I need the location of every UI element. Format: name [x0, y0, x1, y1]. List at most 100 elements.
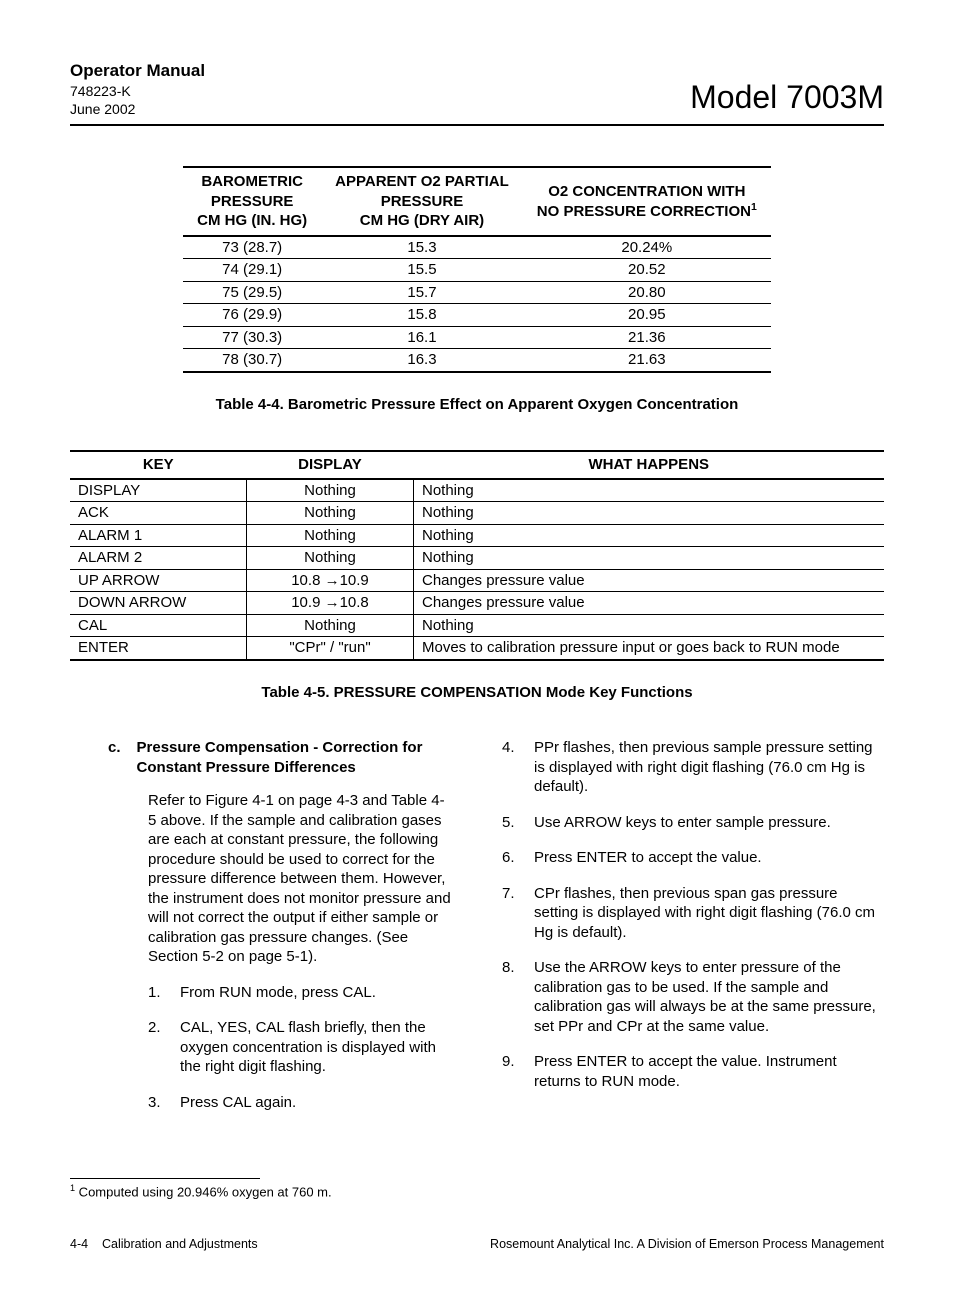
- page-footer: 4-4 Calibration and Adjustments Rosemoun…: [70, 1236, 884, 1252]
- list-item: 2.CAL, YES, CAL flash briefly, then the …: [148, 1018, 452, 1077]
- barometric-table: BAROMETRIC PRESSURE CM HG (IN. HG) APPAR…: [183, 166, 771, 373]
- table-cell: 73 (28.7): [183, 236, 321, 259]
- table-cell: ENTER: [70, 637, 247, 660]
- table2-caption: Table 4-5. PRESSURE COMPENSATION Mode Ke…: [70, 683, 884, 703]
- table-cell: 20.52: [523, 259, 771, 282]
- right-column: 4.PPr flashes, then previous sample pres…: [502, 738, 884, 1128]
- table1-h3: O2 CONCENTRATION WITH NO PRESSURE CORREC…: [523, 167, 771, 236]
- section-label: c.: [108, 738, 121, 777]
- item-number: 9.: [502, 1052, 522, 1091]
- list-item: 8.Use the ARROW keys to enter pressure o…: [502, 958, 884, 1036]
- left-column: c. Pressure Compensation - Correction fo…: [70, 738, 452, 1128]
- table-cell: 10.8 →10.9: [247, 569, 414, 592]
- table-cell: 78 (30.7): [183, 349, 321, 372]
- table-cell: Nothing: [247, 479, 414, 502]
- section-title: Pressure Compensation - Correction for C…: [137, 738, 452, 777]
- table-row: 78 (30.7)16.321.63: [183, 349, 771, 372]
- table-cell: 77 (30.3): [183, 326, 321, 349]
- table-cell: 15.8: [321, 304, 523, 327]
- table-row: ALARM 1NothingNothing: [70, 524, 884, 547]
- table-cell: Nothing: [414, 502, 885, 525]
- item-text: PPr flashes, then previous sample pressu…: [534, 738, 884, 797]
- table-cell: 74 (29.1): [183, 259, 321, 282]
- table-cell: ACK: [70, 502, 247, 525]
- list-item: 3. Press CAL again.: [148, 1093, 452, 1113]
- table-cell: ALARM 1: [70, 524, 247, 547]
- table-row: UP ARROW10.8 →10.9Changes pressure value: [70, 569, 884, 592]
- model-name: Model 7003M: [690, 77, 884, 119]
- item-number: 2.: [148, 1018, 168, 1077]
- table-row: DISPLAYNothingNothing: [70, 479, 884, 502]
- table-cell: Changes pressure value: [414, 592, 885, 615]
- table-row: 77 (30.3)16.121.36: [183, 326, 771, 349]
- item-number: 7.: [502, 884, 522, 943]
- table-cell: 76 (29.9): [183, 304, 321, 327]
- table-row: 76 (29.9)15.820.95: [183, 304, 771, 327]
- footer-left: 4-4 Calibration and Adjustments: [70, 1236, 258, 1252]
- table-cell: UP ARROW: [70, 569, 247, 592]
- page-header: Operator Manual 748223-K June 2002 Model…: [70, 60, 884, 126]
- table-row: CALNothingNothing: [70, 614, 884, 637]
- table-cell: 15.3: [321, 236, 523, 259]
- item-text: Press ENTER to accept the value.: [534, 848, 762, 868]
- item-text: From RUN mode, press CAL.: [180, 983, 376, 1003]
- table-row: ACKNothingNothing: [70, 502, 884, 525]
- table-cell: DISPLAY: [70, 479, 247, 502]
- table-cell: DOWN ARROW: [70, 592, 247, 615]
- item-text: CPr flashes, then previous span gas pres…: [534, 884, 884, 943]
- table-row: ALARM 2NothingNothing: [70, 547, 884, 570]
- table-cell: 21.63: [523, 349, 771, 372]
- table-cell: Nothing: [247, 524, 414, 547]
- doc-number: 748223-K: [70, 82, 205, 100]
- keys-table: KEY DISPLAY WHAT HAPPENS DISPLAYNothingN…: [70, 450, 884, 661]
- item-text: Use the ARROW keys to enter pressure of …: [534, 958, 884, 1036]
- doc-date: June 2002: [70, 100, 205, 118]
- table-cell: Nothing: [247, 614, 414, 637]
- item-text: Use ARROW keys to enter sample pressure.: [534, 813, 831, 833]
- item-text: Press ENTER to accept the value. Instrum…: [534, 1052, 884, 1091]
- list-item: 4.PPr flashes, then previous sample pres…: [502, 738, 884, 797]
- table-cell: 20.80: [523, 281, 771, 304]
- item-number: 8.: [502, 958, 522, 1036]
- footnote-rule: [70, 1178, 260, 1179]
- table-cell: Nothing: [414, 479, 885, 502]
- list-item: 5.Use ARROW keys to enter sample pressur…: [502, 813, 884, 833]
- table-cell: Nothing: [414, 524, 885, 547]
- table2-h2: DISPLAY: [247, 451, 414, 479]
- item-number: 1.: [148, 983, 168, 1003]
- table-row: 73 (28.7)15.320.24%: [183, 236, 771, 259]
- table1-h1: BAROMETRIC PRESSURE CM HG (IN. HG): [183, 167, 321, 236]
- body-columns: c. Pressure Compensation - Correction fo…: [70, 738, 884, 1128]
- table-cell: Nothing: [414, 614, 885, 637]
- footnote: 1 Computed using 20.946% oxygen at 760 m…: [70, 1183, 884, 1201]
- item-number: 3.: [148, 1093, 168, 1113]
- section-heading: c. Pressure Compensation - Correction fo…: [108, 738, 452, 777]
- intro-paragraph: Refer to Figure 4-1 on page 4-3 and Tabl…: [148, 791, 452, 967]
- table2-h3: WHAT HAPPENS: [414, 451, 885, 479]
- table-cell: 15.5: [321, 259, 523, 282]
- table-cell: "CPr" / "run": [247, 637, 414, 660]
- footer-right: Rosemount Analytical Inc. A Division of …: [490, 1236, 884, 1252]
- list-item: 6.Press ENTER to accept the value.: [502, 848, 884, 868]
- table-cell: Nothing: [414, 547, 885, 570]
- table-cell: 16.3: [321, 349, 523, 372]
- item-number: 4.: [502, 738, 522, 797]
- item-text: Press CAL again.: [180, 1093, 296, 1113]
- table-cell: Moves to calibration pressure input or g…: [414, 637, 885, 660]
- list-item: 1. From RUN mode, press CAL.: [148, 983, 452, 1003]
- manual-title: Operator Manual: [70, 60, 205, 82]
- table2-h1: KEY: [70, 451, 247, 479]
- table-cell: 10.9 →10.8: [247, 592, 414, 615]
- header-left: Operator Manual 748223-K June 2002: [70, 60, 205, 118]
- table-row: 74 (29.1)15.520.52: [183, 259, 771, 282]
- table-cell: CAL: [70, 614, 247, 637]
- table-cell: 20.95: [523, 304, 771, 327]
- table-cell: 16.1: [321, 326, 523, 349]
- table-cell: 21.36: [523, 326, 771, 349]
- table-cell: ALARM 2: [70, 547, 247, 570]
- table-cell: 75 (29.5): [183, 281, 321, 304]
- table-row: DOWN ARROW10.9 →10.8Changes pressure val…: [70, 592, 884, 615]
- list-item: 9. Press ENTER to accept the value. Instr…: [502, 1052, 884, 1091]
- table1-caption: Table 4-4. Barometric Pressure Effect on…: [70, 395, 884, 415]
- table-row: 75 (29.5)15.720.80: [183, 281, 771, 304]
